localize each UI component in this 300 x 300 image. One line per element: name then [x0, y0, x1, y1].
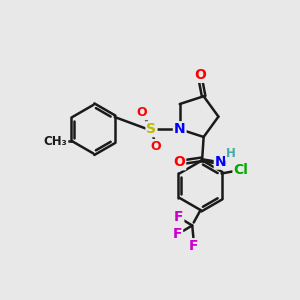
Text: O: O	[173, 155, 185, 169]
Text: H: H	[226, 147, 236, 160]
Text: N: N	[174, 122, 185, 136]
Text: F: F	[174, 211, 183, 224]
Text: Cl: Cl	[233, 163, 248, 177]
Text: S: S	[146, 122, 157, 136]
Text: F: F	[172, 227, 182, 242]
Text: O: O	[151, 140, 161, 153]
Text: N: N	[215, 154, 226, 169]
Text: O: O	[194, 68, 206, 82]
Text: O: O	[137, 106, 147, 119]
Text: F: F	[189, 239, 198, 253]
Text: CH₃: CH₃	[44, 135, 68, 148]
